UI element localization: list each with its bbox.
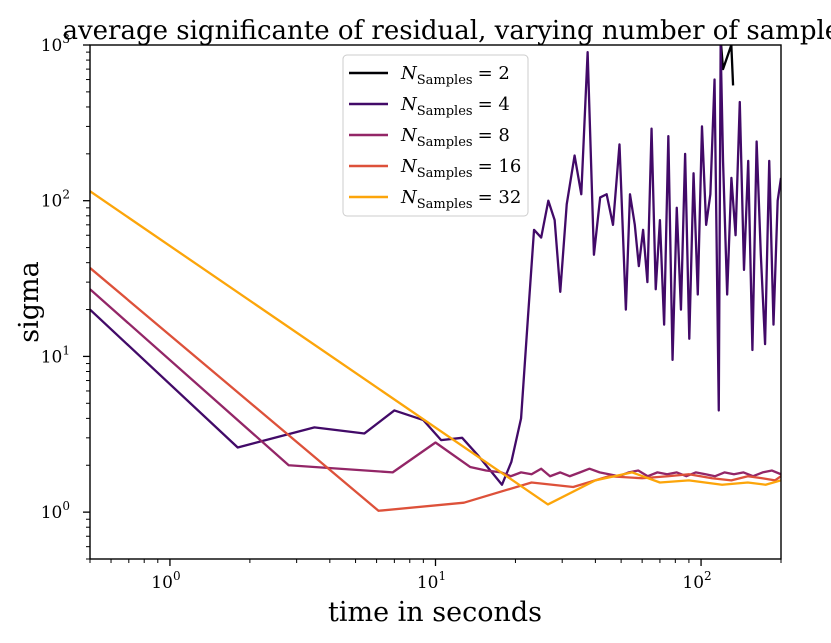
legend-item-2: NSamples = 8 — [349, 125, 510, 150]
chart-title: average significante of residual, varyin… — [62, 16, 831, 46]
y-tick-label-3-exponent: 3 — [62, 32, 70, 46]
series-line-4 — [90, 190, 781, 506]
x-tick-label-1: 101 — [417, 569, 446, 593]
legend-item-0: NSamples = 2 — [349, 63, 510, 88]
series-layer — [90, 45, 781, 512]
x-tick-label-2-exponent: 2 — [704, 569, 712, 583]
y-tick-label-1: 101 — [41, 343, 70, 367]
series-line-1 — [90, 45, 781, 486]
x-tick-label-2: 102 — [682, 569, 711, 593]
y-axis-label: sigma — [14, 261, 45, 342]
y-tick-label-0: 100 — [41, 499, 70, 523]
legend-label-4: NSamples = 32 — [400, 187, 521, 212]
legend-label-3: NSamples = 16 — [400, 156, 521, 181]
legend-box — [342, 54, 529, 217]
series-line-0 — [719, 45, 735, 86]
legend: NSamples = 2 NSamples = 4 NSamples = 8 NSample… — [342, 54, 529, 217]
y-tick-label-2: 102 — [41, 188, 70, 212]
series-line-3 — [90, 267, 781, 512]
legend-item-4: NSamples = 32 — [349, 187, 521, 212]
legend-item-3: NSamples = 16 — [349, 156, 521, 181]
x-tick-label-0-exponent: 0 — [173, 569, 181, 583]
legend-label-2: NSamples = 8 — [400, 125, 510, 150]
x-tick-label-0: 100 — [151, 569, 180, 593]
x-tick-label-1-exponent: 1 — [439, 569, 447, 583]
legend-label-0: NSamples = 2 — [400, 63, 510, 88]
legend-label-1: NSamples = 4 — [400, 94, 510, 119]
legend-item-1: NSamples = 4 — [349, 94, 510, 119]
y-tick-label-3: 103 — [41, 32, 70, 56]
x-axis-label: time in seconds — [328, 597, 542, 628]
y-tick-label-0-exponent: 0 — [62, 499, 70, 513]
y-tick-label-2-exponent: 2 — [62, 188, 70, 202]
y-tick-label-1-exponent: 1 — [62, 343, 70, 357]
